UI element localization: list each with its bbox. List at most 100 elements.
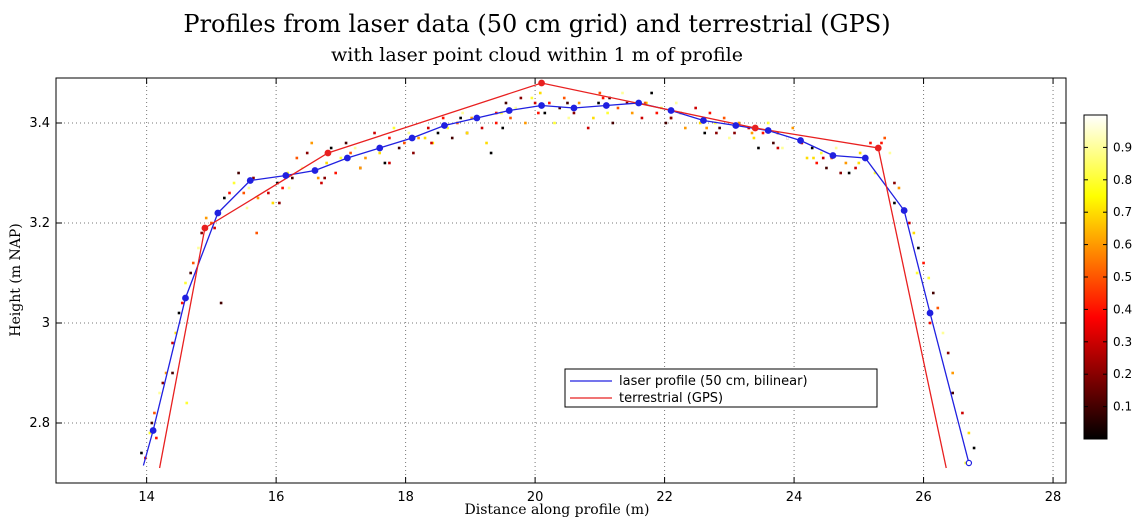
laser-point xyxy=(352,181,356,185)
laser-point xyxy=(150,421,154,425)
laser-point xyxy=(750,131,754,135)
laser-point xyxy=(344,141,348,145)
colorbar-tick-label: 0.3 xyxy=(1113,335,1132,349)
laser-point xyxy=(325,161,328,165)
laser-point xyxy=(219,301,223,305)
series-point-0 xyxy=(441,122,448,129)
laser-point xyxy=(781,146,784,150)
laser-point xyxy=(608,96,611,100)
laser-point xyxy=(849,176,853,180)
laser-point xyxy=(180,301,184,305)
x-tick-label: 20 xyxy=(527,490,544,505)
x-tick-label: 18 xyxy=(397,490,414,505)
laser-point xyxy=(857,161,861,165)
plot-area xyxy=(55,77,1067,484)
laser-point xyxy=(611,121,615,125)
laser-point xyxy=(247,186,251,190)
laser-point xyxy=(538,91,542,95)
laser-point xyxy=(148,431,152,435)
series-point-0 xyxy=(246,177,254,184)
laser-point xyxy=(796,151,799,155)
x-tick-label: 26 xyxy=(915,490,932,505)
laser-point xyxy=(815,161,819,165)
laser-point xyxy=(630,111,634,115)
laser-point xyxy=(281,186,284,190)
laser-point xyxy=(392,126,396,130)
grid-lines xyxy=(56,78,1066,483)
laser-point xyxy=(153,411,156,415)
x-axis-label: Distance along profile (m) xyxy=(465,502,650,518)
laser-point xyxy=(566,101,569,105)
laser-point xyxy=(705,126,708,130)
laser-point xyxy=(349,151,352,155)
series-point-0 xyxy=(214,209,222,217)
laser-point xyxy=(869,141,872,145)
laser-point xyxy=(494,121,498,125)
colorbar-tick-label: 0.9 xyxy=(1113,140,1132,154)
laser-point xyxy=(310,141,314,145)
laser-point xyxy=(256,196,260,200)
laser-point xyxy=(223,196,226,200)
laser-point xyxy=(295,156,299,160)
laser-point xyxy=(388,136,391,140)
laser-point xyxy=(155,436,158,440)
laser-point xyxy=(821,156,825,160)
laser-point xyxy=(329,146,333,150)
laser-point xyxy=(530,96,534,100)
laser-point xyxy=(184,281,187,285)
laser-point xyxy=(737,121,741,125)
laser-point xyxy=(941,331,945,335)
laser-point xyxy=(577,101,581,105)
series-markers xyxy=(149,79,973,467)
laser-point xyxy=(922,261,925,265)
laser-point xyxy=(854,166,857,170)
laser-point xyxy=(446,126,449,130)
laser-point xyxy=(514,106,517,110)
laser-point xyxy=(441,116,445,120)
laser-point xyxy=(616,106,620,110)
laser-point xyxy=(189,271,192,275)
laser-point xyxy=(436,131,440,135)
laser-point xyxy=(592,116,595,120)
laser-point xyxy=(643,101,647,105)
laser-point xyxy=(733,131,736,135)
y-tick-label: 3.2 xyxy=(29,216,50,231)
legend: laser profile (50 cm, bilinear) terrestr… xyxy=(564,368,878,408)
laser-point xyxy=(912,231,916,235)
laser-point xyxy=(316,176,320,180)
laser-point xyxy=(742,141,745,145)
laser-point xyxy=(883,136,887,140)
laser-point xyxy=(873,171,877,175)
chart-subtitle: with laser point cloud within 1 m of pro… xyxy=(331,44,743,66)
laser-point xyxy=(791,126,795,130)
laser-point xyxy=(908,221,911,225)
x-tick-label: 28 xyxy=(1045,490,1062,505)
colorbar: 0.1 0.2 0.3 0.4 0.5 0.6 0.7 0.8 0.9 xyxy=(1083,114,1132,440)
laser-point xyxy=(655,111,659,115)
y-tick-label: 2.8 xyxy=(29,416,50,431)
series-point-0 xyxy=(700,117,707,124)
laser-point xyxy=(528,111,532,115)
laser-point xyxy=(276,181,279,185)
series-point-0 xyxy=(861,154,869,162)
laser-point xyxy=(703,131,707,135)
laser-point xyxy=(955,391,959,395)
series-point-0 xyxy=(282,172,290,179)
laser-point xyxy=(728,136,731,140)
laser-point xyxy=(185,401,189,405)
laser-point xyxy=(897,186,901,190)
laser-point xyxy=(858,151,862,155)
chart-title: Profiles from laser data (50 cm grid) an… xyxy=(183,10,891,38)
laser-point xyxy=(422,121,426,125)
laser-point xyxy=(834,146,838,150)
laser-point xyxy=(694,106,697,110)
series-point-0 xyxy=(732,122,740,129)
colorbar-tick-label: 0.1 xyxy=(1113,400,1132,414)
laser-point xyxy=(888,151,892,155)
series-point-0 xyxy=(505,107,513,114)
laser-point xyxy=(533,101,537,105)
laser-point xyxy=(819,151,823,155)
laser-point xyxy=(501,126,505,130)
laser-point xyxy=(140,451,143,455)
laser-point xyxy=(407,131,411,135)
